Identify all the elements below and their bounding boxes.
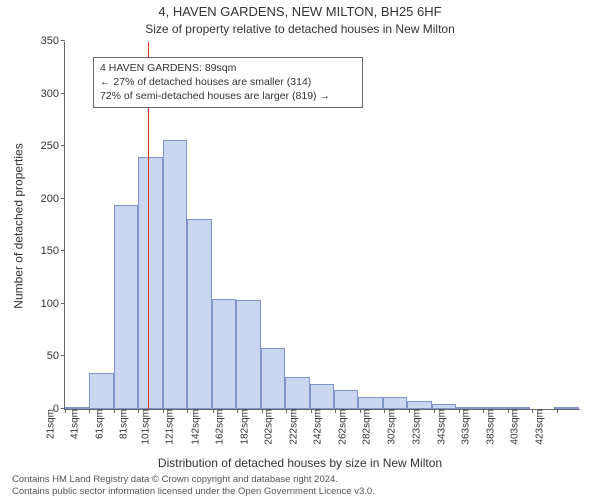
histogram-bar [163,140,187,409]
chart-title: 4, HAVEN GARDENS, NEW MILTON, BH25 6HF [0,4,600,19]
plot-area: 05010015020025030035021sqm41sqm61sqm81sq… [64,42,580,410]
y-tick-label: 300 [41,88,65,100]
x-tick-label: 81sqm [117,409,130,439]
y-tick-mark [61,40,65,41]
y-tick-label: 100 [41,298,65,310]
histogram-bar [285,377,309,409]
histogram-bar [261,348,285,409]
histogram-bar [236,300,260,409]
x-tick-label: 61sqm [92,409,105,439]
x-tick-label: 101sqm [139,409,152,445]
x-tick-mark [89,409,90,413]
y-tick-label: 350 [41,35,65,47]
histogram-bar [407,401,431,409]
annotation-line: ← 27% of detached houses are smaller (31… [100,75,356,89]
histogram-bar [358,397,382,409]
x-tick-label: 21sqm [43,409,56,439]
histogram-bar [89,373,113,409]
histogram-bar [138,157,162,409]
histogram-bar [310,384,334,409]
y-axis-label-wrap: Number of detached properties [12,42,26,410]
x-tick-label: 121sqm [163,409,176,445]
x-tick-label: 363sqm [459,409,472,445]
y-tick-label: 50 [47,350,65,362]
x-tick-label: 222sqm [286,409,299,445]
histogram-bar [187,219,211,409]
x-tick-mark [114,409,115,413]
x-tick-label: 323sqm [410,409,423,445]
annotation-line: 4 HAVEN GARDENS: 89sqm [100,61,356,75]
annotation-line: 72% of semi-detached houses are larger (… [100,89,356,103]
footer-line-2: Contains public sector information licen… [12,486,375,498]
histogram-bar [383,397,407,409]
annotation-box: 4 HAVEN GARDENS: 89sqm← 27% of detached … [93,57,363,108]
histogram-bar [554,407,578,409]
x-tick-label: 282sqm [360,409,373,445]
x-axis-label: Distribution of detached houses by size … [0,456,600,470]
chart-container: 4, HAVEN GARDENS, NEW MILTON, BH25 6HF S… [0,0,600,500]
x-tick-mark [65,409,66,413]
x-tick-label: 302sqm [384,409,397,445]
y-tick-mark [61,355,65,356]
y-tick-mark [61,303,65,304]
x-tick-label: 423sqm [532,409,545,445]
y-tick-mark [61,250,65,251]
y-tick-mark [61,145,65,146]
histogram-bar [212,299,236,409]
x-tick-label: 242sqm [311,409,324,445]
x-tick-label: 142sqm [189,409,202,445]
x-tick-label: 383sqm [483,409,496,445]
x-tick-mark [557,409,558,413]
chart-subtitle: Size of property relative to detached ho… [0,22,600,36]
x-tick-label: 262sqm [335,409,348,445]
y-tick-label: 200 [41,193,65,205]
x-tick-label: 403sqm [508,409,521,445]
histogram-bar [114,205,138,409]
x-tick-label: 162sqm [213,409,226,445]
x-tick-label: 202sqm [262,409,275,445]
x-tick-label: 343sqm [434,409,447,445]
y-tick-label: 250 [41,140,65,152]
histogram-bar [334,390,358,409]
y-tick-mark [61,93,65,94]
x-tick-label: 182sqm [238,409,251,445]
y-tick-label: 150 [41,245,65,257]
footer-attribution: Contains HM Land Registry data © Crown c… [12,474,375,498]
x-tick-label: 41sqm [68,409,81,439]
y-axis-label: Number of detached properties [12,143,26,308]
footer-line-1: Contains HM Land Registry data © Crown c… [12,474,375,486]
y-tick-mark [61,198,65,199]
